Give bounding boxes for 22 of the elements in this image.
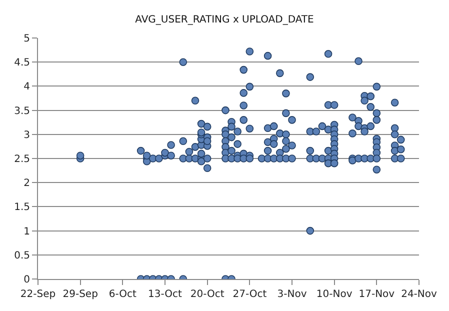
y-tick-label: 3 <box>24 130 30 141</box>
x-tick-label: 29-Sep <box>62 289 98 300</box>
x-tick-label: 27-Oct <box>232 289 267 300</box>
y-tick-label: 1.5 <box>14 202 30 214</box>
y-tick-label: 1 <box>24 226 30 238</box>
x-tick-label: 10-Nov <box>316 289 352 300</box>
y-tick-label: 2.5 <box>14 154 30 165</box>
x-tick-label: 24-Nov <box>401 289 437 300</box>
chart-title: AVG_USER_RATING x UPLOAD_DATE <box>135 14 314 26</box>
y-tick-label: 5 <box>24 34 30 44</box>
y-tick-label: 0.5 <box>14 250 30 262</box>
y-tick-label: 4 <box>24 82 30 93</box>
y-tick-label: 4.5 <box>14 58 30 69</box>
x-tick-label: 6-Oct <box>108 289 137 300</box>
y-tick-label: 0 <box>24 274 30 286</box>
x-tick-label: 3-Nov <box>277 289 307 300</box>
x-tick-label: 22-Sep <box>20 289 56 300</box>
y-tick-label: 2 <box>24 178 30 190</box>
y-tick-label: 3.5 <box>14 106 30 117</box>
x-tick-label: 13-Oct <box>148 289 182 300</box>
x-tick-label: 17-Nov <box>358 289 395 300</box>
x-tick-label: 20-Oct <box>190 289 224 300</box>
